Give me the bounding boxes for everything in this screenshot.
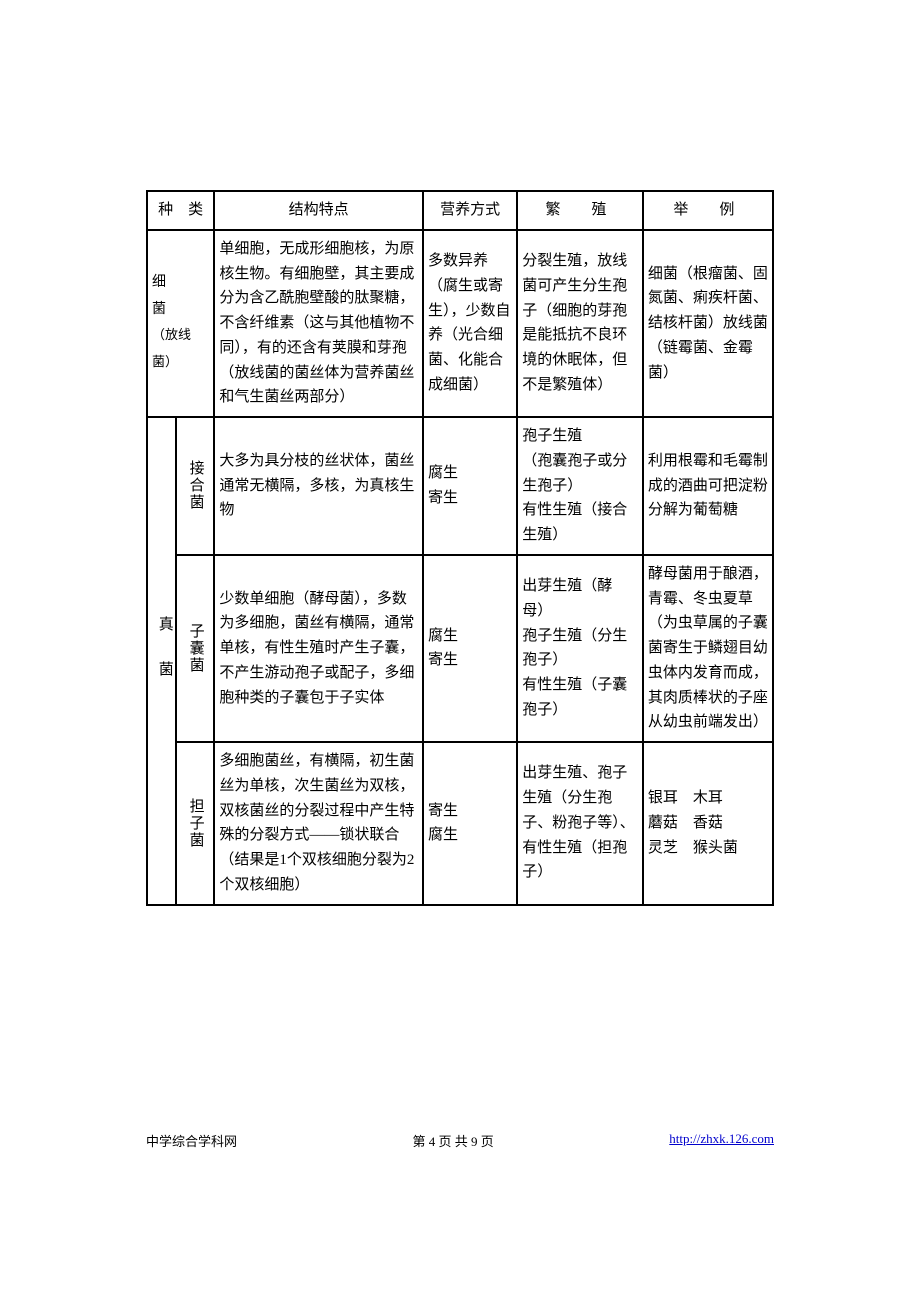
bacteria-structure: 单细胞，无成形细胞核，为原核生物。有细胞壁，其主要成分为含乙酰胞壁酸的肽聚糖，不… (214, 230, 423, 417)
row-zygomycota: 真菌 接合菌 大多为具分枝的丝状体，菌丝通常无横隔，多核，为真核生物 腐生 寄生… (147, 417, 773, 555)
cat-fungi: 真菌 (147, 417, 176, 905)
footer-link[interactable]: http://zhxk.126.com (669, 1131, 774, 1147)
sub-basidiomycota: 担子菌 (176, 742, 214, 905)
hdr-example: 举 例 (643, 191, 773, 230)
zygo-example: 利用根霉和毛霉制成的酒曲可把淀粉分解为葡萄糖 (643, 417, 773, 555)
cat-bacteria-l3: （放线菌） (152, 327, 191, 369)
hdr-structure: 结构特点 (214, 191, 423, 230)
sub-zygomycota: 接合菌 (176, 417, 214, 555)
biology-table: 种 类 结构特点 营养方式 繁 殖 举 例 细 菌 （放线菌） 单细胞，无成形细… (146, 190, 774, 906)
basi-nutrition: 寄生 腐生 (423, 742, 517, 905)
bacteria-nutrition: 多数异养（腐生或寄生），少数自养（光合细菌、化能合成细菌） (423, 230, 517, 417)
hdr-species: 种 类 (147, 191, 214, 230)
row-ascomycota: 子囊菌 少数单细胞（酵母菌），多数为多细胞，菌丝有横隔，通常单核，有性生殖时产生… (147, 555, 773, 742)
asco-nutrition: 腐生 寄生 (423, 555, 517, 742)
page-footer: 中学综合学科网 http://zhxk.126.com 第 4 页 共 9 页 (0, 1131, 920, 1150)
zygo-structure: 大多为具分枝的丝状体，菌丝通常无横隔，多核，为真核生物 (214, 417, 423, 555)
cat-fungi-label: 真菌 (152, 616, 177, 706)
header-row: 种 类 结构特点 营养方式 繁 殖 举 例 (147, 191, 773, 230)
sub-ascomycota-label: 子囊菌 (183, 623, 208, 674)
sub-basidiomycota-label: 担子菌 (183, 798, 208, 849)
asco-reproduction: 出芽生殖（酵母） 孢子生殖（分生孢子） 有性生殖（子囊孢子） (517, 555, 643, 742)
sub-zygomycota-label: 接合菌 (183, 460, 208, 511)
basi-structure: 多细胞菌丝，有横隔，初生菌丝为单核，次生菌丝为双核，双核菌丝的分裂过程中产生特殊… (214, 742, 423, 905)
asco-structure: 少数单细胞（酵母菌），多数为多细胞，菌丝有横隔，通常单核，有性生殖时产生子囊，不… (214, 555, 423, 742)
zygo-reproduction: 孢子生殖 （孢囊孢子或分生孢子） 有性生殖（接合生殖） (517, 417, 643, 555)
cat-bacteria: 细 菌 （放线菌） (147, 230, 214, 417)
row-basidiomycota: 担子菌 多细胞菌丝，有横隔，初生菌丝为单核，次生菌丝为双核，双核菌丝的分裂过程中… (147, 742, 773, 905)
zygo-nutrition: 腐生 寄生 (423, 417, 517, 555)
row-bacteria: 细 菌 （放线菌） 单细胞，无成形细胞核，为原核生物。有细胞壁，其主要成分为含乙… (147, 230, 773, 417)
hdr-reproduction: 繁 殖 (517, 191, 643, 230)
bacteria-example: 细菌（根瘤菌、固氮菌、痢疾杆菌、结核杆菌）放线菌（链霉菌、金霉菌） (643, 230, 773, 417)
sub-ascomycota: 子囊菌 (176, 555, 214, 742)
asco-example: 酵母菌用于酿酒，青霉、冬虫夏草（为虫草属的子囊菌寄生于鳞翅目幼虫体内发育而成，其… (643, 555, 773, 742)
bacteria-reproduction: 分裂生殖，放线菌可产生分生孢子（细胞的芽孢是能抵抗不良环境的休眠体，但不是繁殖体… (517, 230, 643, 417)
cat-bacteria-l2: 菌 (152, 302, 166, 317)
page-content: 种 类 结构特点 营养方式 繁 殖 举 例 细 菌 （放线菌） 单细胞，无成形细… (0, 0, 920, 906)
basi-example: 银耳 木耳 蘑菇 香菇 灵芝 猴头菌 (643, 742, 773, 905)
cat-bacteria-l1: 细 (152, 275, 166, 290)
basi-reproduction: 出芽生殖、孢子生殖（分生孢子、粉孢子等）、有性生殖（担孢子） (517, 742, 643, 905)
hdr-nutrition: 营养方式 (423, 191, 517, 230)
footer-left: 中学综合学科网 (146, 1131, 237, 1150)
